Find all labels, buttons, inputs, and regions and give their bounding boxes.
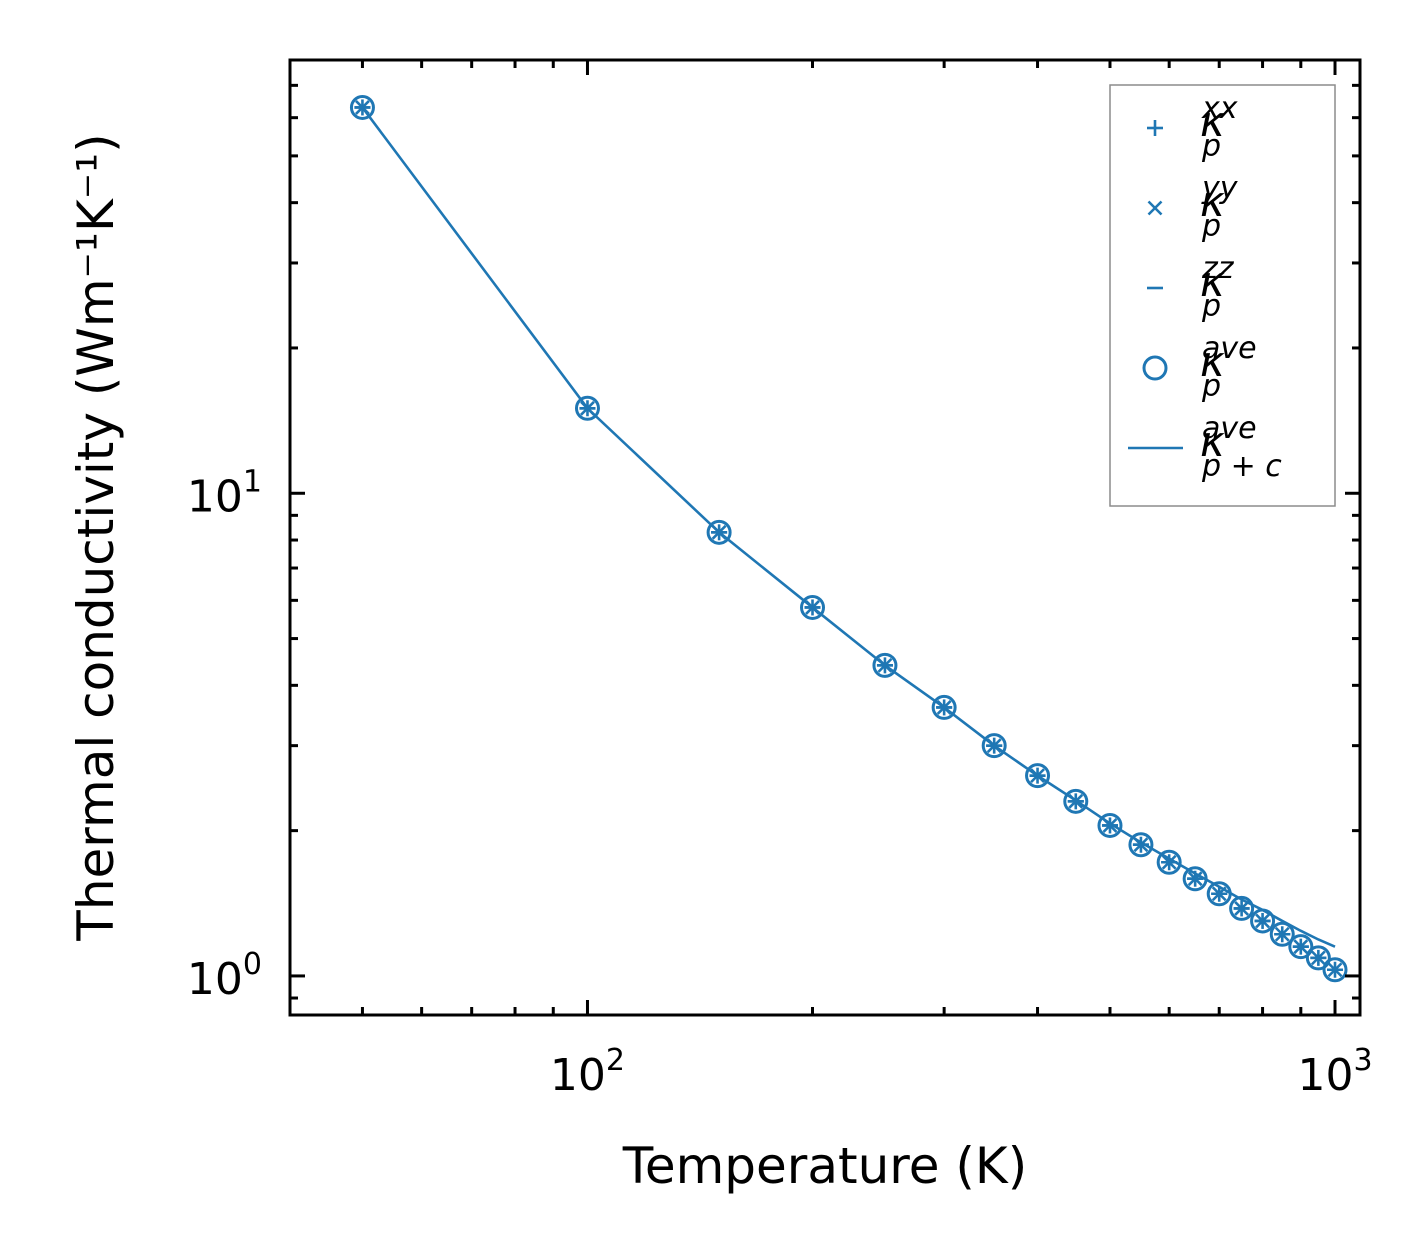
y-tick-label-0-base: 10 bbox=[187, 954, 243, 1005]
point-kappa_p_ave-8 bbox=[1063, 788, 1089, 814]
legend-label-sub: p bbox=[1201, 369, 1221, 404]
series-line-kappa_p+c_ave bbox=[361, 106, 1336, 948]
x-tick-label-0: 102 bbox=[550, 1043, 625, 1101]
point-kappa_p_ave-16 bbox=[1269, 921, 1295, 947]
point-kappa_p_ave-11 bbox=[1156, 849, 1182, 875]
y-tick-label-0-exp: 0 bbox=[243, 947, 262, 982]
legend-marker-kappa_p_xx bbox=[1147, 120, 1163, 136]
legend-marker-kappa_p_ave bbox=[1142, 355, 1168, 381]
legend-label-base: κ bbox=[1200, 417, 1225, 466]
point-kappa_p_ave-0 bbox=[349, 94, 375, 120]
legend-label-base: κ bbox=[1200, 337, 1225, 386]
legend-label-kappa_p_xx: κ bbox=[1200, 97, 1225, 146]
y-tick-label-1-base: 10 bbox=[187, 471, 243, 522]
point-kappa_p_ave-5 bbox=[931, 694, 957, 720]
legend-label-kappa_p_zz: κ bbox=[1200, 257, 1225, 306]
x-tick-label-1-exp: 3 bbox=[1353, 1043, 1372, 1078]
legend-marker-kappa_p_yy-d2 bbox=[1147, 200, 1163, 216]
x-tick-label-0-base: 10 bbox=[550, 1050, 606, 1101]
y-tick-label-1-exp: 1 bbox=[243, 464, 262, 499]
axis-ticks bbox=[288, 60, 1360, 1015]
point-kappa_p_ave-18 bbox=[1305, 945, 1331, 971]
point-kappa_p_ave-1 bbox=[574, 395, 600, 421]
point-kappa_p_ave-6 bbox=[981, 733, 1007, 759]
point-kappa_p_ave-12 bbox=[1182, 866, 1208, 892]
series-kappa_p_ave bbox=[349, 94, 1348, 983]
legend-label-kappa_p_ave: κ bbox=[1200, 337, 1225, 386]
point-kappa_p_ave-13 bbox=[1206, 881, 1232, 907]
legend-label-sup: zz bbox=[1201, 251, 1235, 286]
x-tick-label-1-base: 10 bbox=[1297, 1050, 1353, 1101]
y-tick-label-1: 101 bbox=[187, 464, 262, 522]
legend-marker-kappa_p_yy bbox=[1147, 200, 1163, 216]
legend-label-sup: ave bbox=[1202, 411, 1257, 446]
legend-label-sub: p + c bbox=[1201, 449, 1282, 484]
point-kappa_p_ave-4 bbox=[872, 652, 898, 678]
point-kappa_p_ave-3 bbox=[800, 594, 826, 620]
point-kappa_p_ave-10 bbox=[1128, 832, 1154, 858]
legend-label-sub: p bbox=[1201, 129, 1221, 164]
point-kappa_p_ave-14 bbox=[1229, 895, 1255, 921]
x-tick-label-1: 103 bbox=[1297, 1043, 1372, 1101]
point-kappa_p_ave-17 bbox=[1288, 934, 1314, 960]
point-kappa_p_ave-9 bbox=[1097, 812, 1123, 838]
point-kappa_p_ave-15 bbox=[1250, 908, 1276, 934]
legend-label-kappa_p+c_ave: κ bbox=[1200, 417, 1225, 466]
legend-label-base: κ bbox=[1200, 257, 1225, 306]
point-kappa_p_ave-7 bbox=[1025, 763, 1051, 789]
point-kappa_p_ave-2 bbox=[706, 519, 732, 545]
legend-label-sup: yy bbox=[1201, 171, 1239, 206]
series-kappa_p_zz bbox=[354, 106, 1344, 972]
legend-label-base: κ bbox=[1200, 97, 1225, 146]
y-axis-label: Thermal conductivity (Wm⁻¹K⁻¹) bbox=[67, 133, 125, 941]
legend-label-sub: p bbox=[1201, 209, 1221, 244]
legend-label-sup: ave bbox=[1202, 331, 1257, 366]
legend-label-base: κ bbox=[1200, 177, 1225, 226]
legend-label-kappa_p_yy: κ bbox=[1200, 177, 1225, 226]
plot-frame bbox=[288, 58, 1362, 1017]
plot-marks bbox=[349, 94, 1348, 983]
legend-label-sub: p bbox=[1201, 289, 1221, 324]
x-tick-label-0-exp: 2 bbox=[606, 1043, 625, 1078]
y-tick-label-0: 100 bbox=[187, 947, 262, 1005]
point-kappa_p_ave-19 bbox=[1322, 957, 1348, 983]
legend-frame bbox=[1109, 84, 1336, 507]
legend-label-sup: xx bbox=[1201, 91, 1238, 126]
x-axis-label: Temperature (K) bbox=[622, 1137, 1027, 1195]
